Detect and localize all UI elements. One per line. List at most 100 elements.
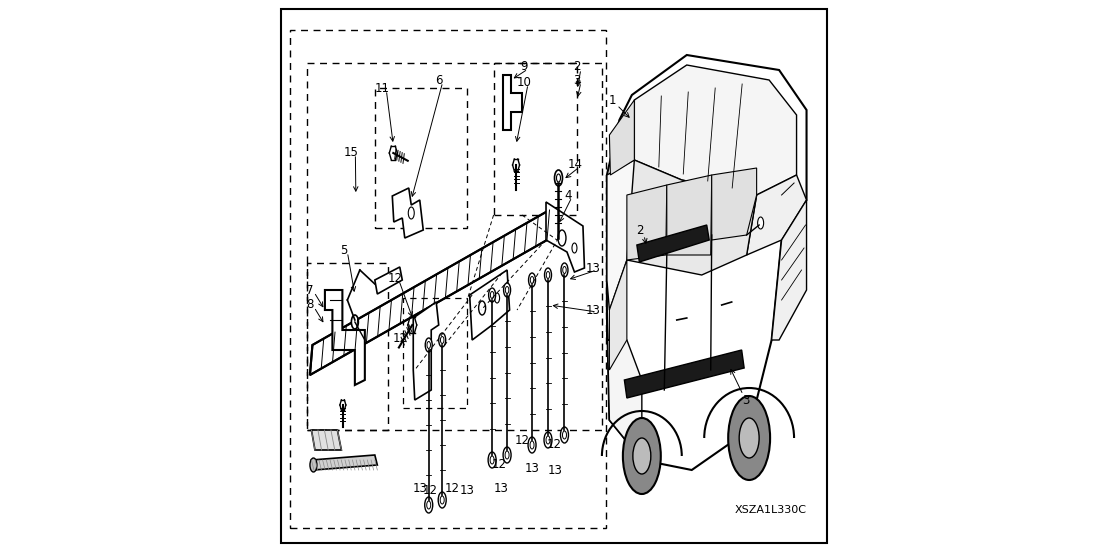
Ellipse shape [494,293,500,303]
Polygon shape [392,188,423,238]
Text: 4: 4 [564,189,572,201]
Text: XSZA1L330C: XSZA1L330C [735,505,807,515]
Ellipse shape [439,333,445,347]
Ellipse shape [408,207,414,219]
Polygon shape [607,310,642,460]
Text: 12: 12 [514,434,530,446]
Ellipse shape [728,396,770,480]
Ellipse shape [489,452,496,468]
Text: 15: 15 [343,145,359,159]
Ellipse shape [425,338,432,352]
Ellipse shape [529,437,536,453]
Polygon shape [609,100,635,175]
Polygon shape [771,200,807,340]
Polygon shape [625,350,745,398]
Polygon shape [546,202,584,272]
Ellipse shape [424,497,433,513]
Ellipse shape [479,301,485,315]
Ellipse shape [530,441,534,449]
Text: 12: 12 [492,458,507,472]
Bar [493,63,577,215]
Polygon shape [637,225,709,262]
Text: 11: 11 [375,81,390,95]
Ellipse shape [438,492,447,508]
Polygon shape [607,160,635,310]
Ellipse shape [544,268,552,282]
Ellipse shape [554,170,563,186]
Polygon shape [612,160,757,275]
Polygon shape [667,175,711,255]
Polygon shape [325,290,365,385]
Ellipse shape [529,273,535,287]
Ellipse shape [633,438,650,474]
Text: 12: 12 [392,331,408,345]
Text: 10: 10 [516,76,532,88]
Bar [290,30,606,528]
Polygon shape [311,455,378,470]
Text: 13: 13 [524,462,540,474]
Text: 8: 8 [306,299,314,311]
Ellipse shape [572,243,577,253]
Ellipse shape [558,230,566,246]
Text: 3: 3 [573,74,581,86]
Ellipse shape [490,456,494,464]
Ellipse shape [561,263,568,277]
Text: 5: 5 [340,243,347,257]
Text: 12: 12 [547,439,562,451]
Ellipse shape [427,342,431,348]
Polygon shape [311,430,341,450]
Text: 1: 1 [609,93,617,107]
Ellipse shape [504,283,511,297]
Text: 14: 14 [568,159,583,171]
Polygon shape [310,210,550,375]
Text: 12: 12 [444,482,460,494]
Text: 13: 13 [547,463,563,477]
Ellipse shape [739,418,759,458]
Ellipse shape [556,174,561,182]
Ellipse shape [563,431,566,439]
Ellipse shape [310,458,317,472]
Bar [375,88,468,228]
Ellipse shape [505,451,509,459]
Text: 7: 7 [306,284,314,296]
Polygon shape [627,185,667,260]
Text: 9: 9 [521,60,527,74]
Bar [403,298,468,408]
Text: 13: 13 [460,483,474,497]
Text: 6: 6 [435,74,442,86]
Bar [307,263,388,430]
Text: 13: 13 [494,482,509,494]
Ellipse shape [758,217,763,229]
Ellipse shape [505,286,509,294]
Ellipse shape [561,427,568,443]
Text: 12: 12 [388,272,402,284]
Ellipse shape [503,447,511,463]
Ellipse shape [531,276,534,284]
Ellipse shape [544,432,552,448]
Polygon shape [747,175,807,255]
Polygon shape [470,270,510,340]
Polygon shape [711,168,757,240]
Ellipse shape [623,418,660,494]
Text: 2: 2 [573,60,581,74]
Polygon shape [503,75,522,130]
Polygon shape [635,65,797,195]
Text: 12: 12 [422,483,438,497]
Polygon shape [607,55,807,470]
Text: 2: 2 [636,223,644,237]
Text: 13: 13 [585,304,601,316]
Polygon shape [609,260,627,370]
Polygon shape [375,267,402,294]
Ellipse shape [546,272,550,279]
Ellipse shape [427,501,431,509]
Ellipse shape [351,315,358,329]
Ellipse shape [546,436,550,444]
Text: 13: 13 [585,262,601,274]
Bar [307,63,602,430]
Text: 3: 3 [742,394,749,406]
Ellipse shape [441,336,444,343]
Ellipse shape [563,267,566,274]
Ellipse shape [440,496,444,504]
Ellipse shape [489,288,495,302]
Polygon shape [413,302,439,400]
